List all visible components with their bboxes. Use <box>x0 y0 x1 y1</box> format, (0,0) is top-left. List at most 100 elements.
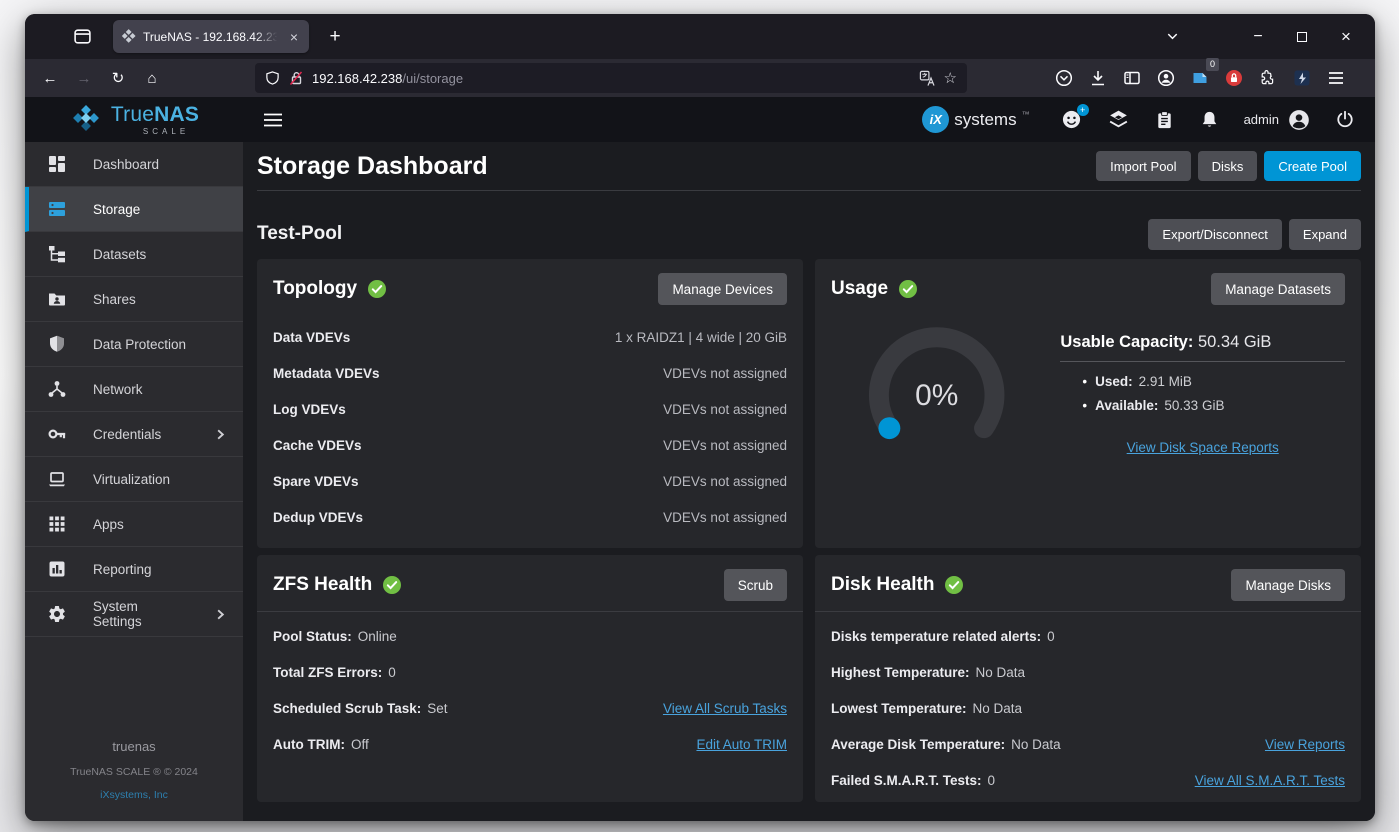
back-button[interactable]: ← <box>35 63 65 93</box>
extension-button-1[interactable]: 0 <box>1185 63 1215 93</box>
puzzle-icon <box>1259 69 1277 87</box>
table-row: Scheduled Scrub Task:SetView All Scrub T… <box>273 690 787 726</box>
table-row: Cache VDEVsVDEVs not assigned <box>273 427 787 463</box>
scrub-button[interactable]: Scrub <box>724 569 787 601</box>
extensions-button[interactable] <box>1253 63 1283 93</box>
page-title: Storage Dashboard <box>257 152 1096 181</box>
truenas-logo: TrueNAS SCALE <box>25 97 243 142</box>
sidebar-item-storage[interactable]: Storage <box>25 187 243 232</box>
card-title: Disk Health <box>831 574 934 596</box>
used-stat: •Used:2.91 MiB <box>1082 374 1345 389</box>
jobs-button[interactable] <box>1154 109 1175 131</box>
sidebar-item-network[interactable]: Network <box>25 367 243 412</box>
home-button[interactable]: ⌂ <box>137 63 167 93</box>
sidebar-toggle-button[interactable] <box>1117 63 1147 93</box>
url-path: /ui/storage <box>402 71 463 86</box>
truecommand-button[interactable] <box>1107 108 1130 131</box>
sidebar-item-shares[interactable]: Shares <box>25 277 243 322</box>
bar-chart-icon <box>47 559 69 579</box>
ixsystems-logo: iX systems ™ <box>922 106 1029 133</box>
reload-button[interactable]: ↻ <box>103 63 133 93</box>
extension-button-3[interactable] <box>1287 63 1317 93</box>
ix-text: systems <box>954 110 1016 130</box>
tracking-shield-icon[interactable] <box>265 70 280 86</box>
browser-window: TrueNAS - 192.168.42.238 × + − × ← → ↻ ⌂ <box>25 14 1375 821</box>
firefox-view-button[interactable] <box>67 22 97 52</box>
sidebar-item-apps[interactable]: Apps <box>25 502 243 547</box>
clipboard-icon <box>1154 109 1175 131</box>
new-tab-button[interactable]: + <box>321 23 349 51</box>
ix-trademark: ™ <box>1022 110 1030 119</box>
view-all-smart-tests-link[interactable]: View All S.M.A.R.T. Tests <box>1195 773 1345 788</box>
close-window-button[interactable]: × <box>1337 28 1355 46</box>
export-disconnect-button[interactable]: Export/Disconnect <box>1148 219 1282 250</box>
sidebar-item-label: Credentials <box>93 427 161 442</box>
username-label: admin <box>1244 112 1279 127</box>
brand-name-light: True <box>111 103 154 126</box>
dashboard-icon <box>47 154 69 174</box>
card-title: ZFS Health <box>273 574 372 596</box>
create-pool-button[interactable]: Create Pool <box>1264 151 1361 181</box>
browser-tab-bar: TrueNAS - 192.168.42.238 × + − × <box>25 14 1375 59</box>
sidebar-item-label: Dashboard <box>93 157 159 172</box>
usage-card: Usage Manage Datasets 0% <box>815 259 1361 548</box>
view-disk-space-reports-link[interactable]: View Disk Space Reports <box>1127 440 1279 455</box>
firefox-view-icon <box>73 27 92 46</box>
sidebar-item-reporting[interactable]: Reporting <box>25 547 243 592</box>
tab-close-icon[interactable]: × <box>287 28 301 46</box>
table-row: Pool Status:Online <box>273 618 787 654</box>
bookmark-star-icon[interactable]: ☆ <box>944 69 957 87</box>
table-row: Log VDEVsVDEVs not assigned <box>273 391 787 427</box>
pocket-button[interactable] <box>1049 63 1079 93</box>
extension-button-2[interactable] <box>1219 63 1249 93</box>
red-lock-extension-icon <box>1225 69 1243 87</box>
insecure-lock-icon[interactable] <box>288 70 304 86</box>
table-row: Lowest Temperature:No Data <box>831 690 1345 726</box>
power-button[interactable] <box>1335 109 1355 130</box>
expand-button[interactable]: Expand <box>1289 219 1361 250</box>
sidenav-toggle-button[interactable] <box>263 112 283 128</box>
maximize-button[interactable] <box>1293 28 1311 46</box>
dark-extension-icon <box>1293 69 1311 87</box>
status-check-icon <box>367 279 387 299</box>
plus-icon: + <box>329 26 340 48</box>
forward-button[interactable]: → <box>69 63 99 93</box>
sidebar-item-dashboard[interactable]: Dashboard <box>25 142 243 187</box>
ix-mark: iX <box>922 106 949 133</box>
sidebar-item-credentials[interactable]: Credentials <box>25 412 243 457</box>
disks-button[interactable]: Disks <box>1198 151 1258 181</box>
account-button[interactable] <box>1151 63 1181 93</box>
app-menu-button[interactable] <box>1321 63 1351 93</box>
view-reports-link[interactable]: View Reports <box>1265 737 1345 752</box>
list-all-tabs-button[interactable] <box>1163 28 1181 46</box>
sidebar-item-label: System Settings <box>93 599 190 629</box>
edit-auto-trim-link[interactable]: Edit Auto TRIM <box>696 737 787 752</box>
sidebar-item-datasets[interactable]: Datasets <box>25 232 243 277</box>
import-pool-button[interactable]: Import Pool <box>1096 151 1190 181</box>
user-menu-button[interactable] <box>1287 108 1311 132</box>
view-all-scrub-tasks-link[interactable]: View All Scrub Tasks <box>663 701 787 716</box>
sidebar-item-label: Network <box>93 382 143 397</box>
downloads-button[interactable] <box>1083 63 1113 93</box>
manage-devices-button[interactable]: Manage Devices <box>658 273 787 305</box>
ixsystems-link[interactable]: iXsystems, Inc <box>100 789 168 801</box>
datasets-icon <box>47 244 69 264</box>
alerts-button[interactable] <box>1199 109 1220 131</box>
maximize-icon <box>1297 32 1307 42</box>
brand-sub: SCALE <box>111 127 199 136</box>
minimize-button[interactable]: − <box>1249 28 1267 46</box>
sidebar-item-label: Datasets <box>93 247 146 262</box>
sidebar-item-virtualization[interactable]: Virtualization <box>25 457 243 502</box>
disk-health-card: Disk Health Manage Disks Disks temperatu… <box>815 555 1361 802</box>
translate-icon[interactable] <box>919 70 936 87</box>
url-bar[interactable]: 192.168.42.238/ui/storage ☆ <box>255 63 967 93</box>
sidebar-item-data-protection[interactable]: Data Protection <box>25 322 243 367</box>
sidebar-item-system-settings[interactable]: System Settings <box>25 592 243 637</box>
feedback-button[interactable]: + <box>1060 108 1083 131</box>
apps-grid-icon <box>47 514 69 534</box>
status-check-icon <box>898 279 918 299</box>
manage-datasets-button[interactable]: Manage Datasets <box>1211 273 1345 305</box>
sidebar-footer: truenas TrueNAS SCALE ® © 2024 iXsystems… <box>25 739 243 821</box>
browser-tab[interactable]: TrueNAS - 192.168.42.238 × <box>113 20 309 53</box>
manage-disks-button[interactable]: Manage Disks <box>1231 569 1345 601</box>
